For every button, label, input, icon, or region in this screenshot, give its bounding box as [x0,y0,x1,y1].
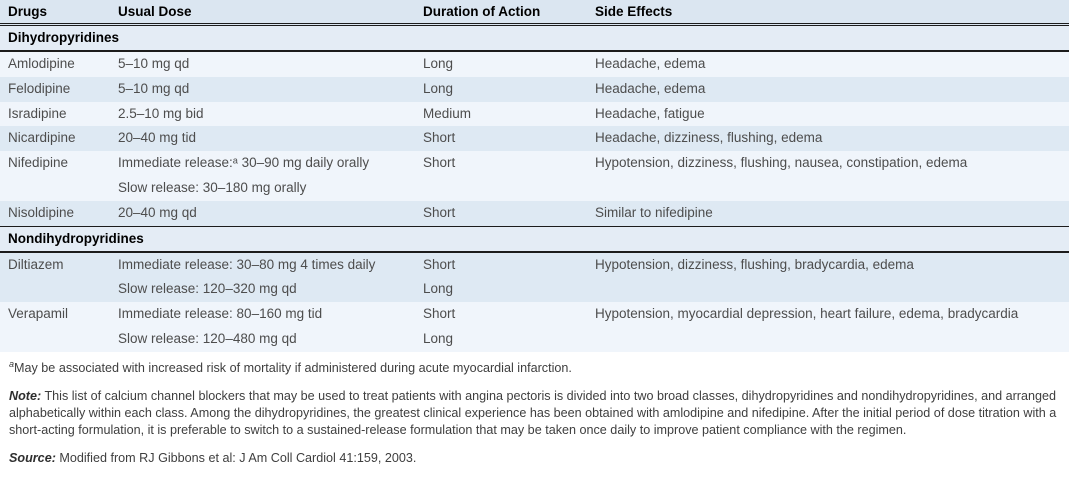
drug-name-cell-line: Nicardipine [8,130,76,146]
dose-cell-line: Slow release: 120–480 mg qd [118,330,297,346]
dose-cell-line: Immediate release: 80–160 mg tid [118,306,323,322]
duration-cell-line: Medium [423,105,472,121]
side-effects-cell: Headache, fatigue [587,101,1069,127]
side-effects-cell: Similar to nifedipine [587,200,1069,227]
duration-cell-line: Short [423,204,456,220]
side-effects-cell-line: Headache, dizziness, flushing, edema [595,130,823,146]
side-effects-cell-line: Similar to nifedipine [595,204,713,220]
footnote-a-marker: a [9,358,15,369]
drug-name-cell-line: Diltiazem [8,256,64,272]
drug-name-cell-line: Nisoldipine [8,204,75,220]
duration-cell: Short [415,151,587,201]
drug-name-cell-line: Amlodipine [8,56,75,71]
column-header-side-effects: Side Effects [587,0,1069,26]
section-title: Nondihydropyridines [0,225,1069,253]
duration-cell-line: Short [423,306,456,322]
section-header-row: Dihydropyridines [0,24,1069,52]
drug-name-cell: Verapamil [0,302,110,352]
dose-cell: Immediate release:ᵃ 30–90 mg daily orall… [110,151,415,201]
drug-name-cell: Amlodipine [0,51,110,77]
dose-cell: 20–40 mg qd [110,200,415,227]
drug-name-cell: Diltiazem [0,251,110,303]
side-effects-cell: Hypotension, dizziness, flushing, nausea… [587,151,1069,201]
column-header-usual-dose: Usual Dose [110,0,415,26]
drug-row: Nifedipine Immediate release:ᵃ 30–90 mg d… [0,151,1069,201]
section-title: Dihydropyridines [0,24,1069,52]
footnote-a-text: May be associated with increased risk of… [14,360,572,375]
calcium-channel-blockers-page: Drugs Usual Dose Duration of Action Side… [0,0,1069,467]
drug-row: Diltiazem Immediate release: 30–80 mg 4 t… [0,251,1069,303]
dose-cell: 20–40 mg tid [110,126,415,152]
drug-name-cell: Nifedipine [0,151,110,201]
duration-cell-line: Short [423,256,456,272]
dose-cell-line: 5–10 mg qd [118,56,190,71]
note: Note: This list of calcium channel block… [9,388,1060,439]
drug-row: Isradipine 2.5–10 mg bid Medium Headache, f… [0,101,1069,127]
side-effects-cell: Hypotension, myocardial depression, hear… [587,302,1069,352]
drug-row: Verapamil Immediate release: 80–160 mg ti… [0,302,1069,352]
drug-row: Nisoldipine 20–40 mg qd Short Similar to ni… [0,200,1069,227]
side-effects-cell-line: Headache, edema [595,56,706,71]
dose-cell: Immediate release: 80–160 mg tid Slow rel… [110,302,415,352]
column-header-drugs: Drugs [0,0,110,26]
dose-cell: 5–10 mg qd [110,51,415,77]
duration-cell-line: Short [423,155,456,171]
source-label: Source: [9,450,56,465]
source-text: Modified from RJ Gibbons et al: J Am Col… [55,450,417,465]
dose-cell-line: 20–40 mg tid [118,130,197,146]
duration-cell: Short [415,126,587,152]
drug-name-cell: Isradipine [0,101,110,127]
side-effects-cell: Headache, dizziness, flushing, edema [587,126,1069,152]
table-body: Dihydropyridines Amlodipine 5–10 mg qd Long… [0,24,1069,352]
side-effects-cell-line: Hypotension, myocardial depression, hear… [595,306,1019,322]
drug-name-cell: Nicardipine [0,126,110,152]
dose-cell-line: 2.5–10 mg bid [118,105,204,121]
side-effects-cell-line: Headache, fatigue [595,105,705,121]
footnote-a: aMay be associated with increased risk o… [9,358,1060,377]
duration-cell-line: Long [423,56,454,71]
dose-cell-line: Immediate release: 30–80 mg 4 times dail… [118,256,376,272]
dose-cell: 2.5–10 mg bid [110,101,415,127]
side-effects-cell-line: Hypotension, dizziness, flushing, bradyc… [595,256,914,272]
dose-cell-line: Immediate release:ᵃ 30–90 mg daily orall… [118,155,370,171]
column-header-duration: Duration of Action [415,0,587,26]
dose-cell-line: 20–40 mg qd [118,204,197,220]
section-header-row: Nondihydropyridines [0,225,1069,253]
drug-name-cell-line: Nifedipine [8,155,69,171]
dose-cell: 5–10 mg qd [110,76,415,102]
drug-name-cell-line: Verapamil [8,306,69,322]
footnotes: aMay be associated with increased risk o… [0,352,1069,467]
duration-cell-line: Long [423,330,454,346]
drug-name-cell: Nisoldipine [0,200,110,227]
drug-row: Felodipine 5–10 mg qd Long Headache, edema [0,76,1069,102]
duration-cell: Long [415,76,587,102]
drug-name-cell-line: Felodipine [8,80,71,96]
duration-cell: Short Long [415,302,587,352]
dose-cell-line: Slow release: 30–180 mg orally [118,179,307,195]
duration-cell: Short Long [415,251,587,303]
drug-name-cell-line: Isradipine [8,105,67,121]
side-effects-cell: Hypotension, dizziness, flushing, bradyc… [587,251,1069,303]
dose-cell: Immediate release: 30–80 mg 4 times dail… [110,251,415,303]
drug-row: Nicardipine 20–40 mg tid Short Headache, di… [0,126,1069,152]
drug-name-cell: Felodipine [0,76,110,102]
duration-cell-line: Long [423,281,454,297]
duration-cell: Short [415,200,587,227]
note-label: Note: [9,388,42,403]
note-text: This list of calcium channel blockers th… [9,388,1057,437]
side-effects-cell: Headache, edema [587,51,1069,77]
dose-cell-line: 5–10 mg qd [118,80,190,96]
duration-cell-line: Short [423,130,456,146]
source: Source: Modified from RJ Gibbons et al: … [9,450,1060,467]
duration-cell: Long [415,51,587,77]
duration-cell: Medium [415,101,587,127]
side-effects-cell-line: Hypotension, dizziness, flushing, nausea… [595,155,968,171]
side-effects-cell-line: Headache, edema [595,80,706,96]
table-header-row: Drugs Usual Dose Duration of Action Side… [0,0,1069,26]
duration-cell-line: Long [423,80,454,96]
side-effects-cell: Headache, edema [587,76,1069,102]
calcium-channel-blockers-table: Drugs Usual Dose Duration of Action Side… [0,0,1069,352]
drug-row: Amlodipine 5–10 mg qd Long Headache, edema [0,51,1069,77]
dose-cell-line: Slow release: 120–320 mg qd [118,281,297,297]
